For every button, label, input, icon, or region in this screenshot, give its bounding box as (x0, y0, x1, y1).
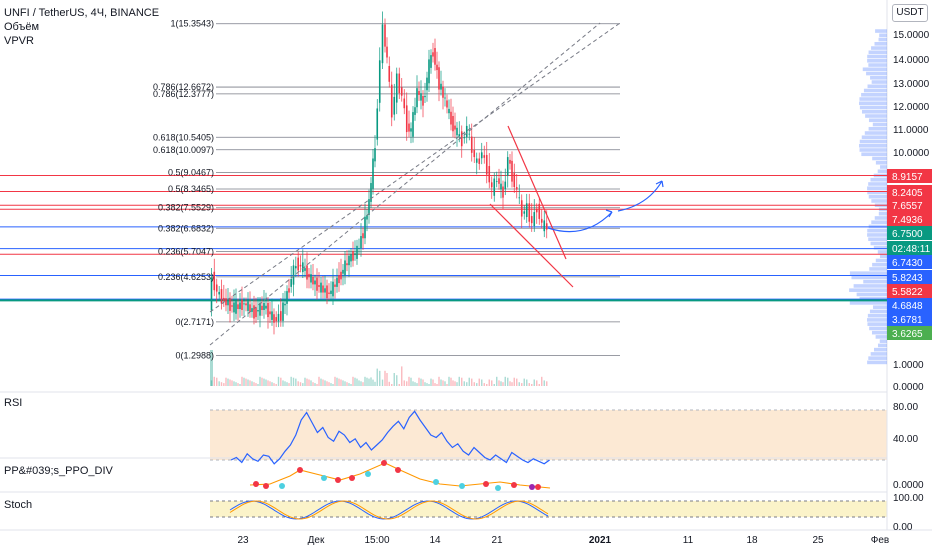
fibonacci-levels (216, 23, 620, 356)
price-badge: 5.5822 (887, 284, 932, 298)
fib-label: 0(1.2988) (175, 350, 214, 360)
price-badge: 7.6557 (887, 198, 932, 212)
svg-text:6.7500: 6.7500 (892, 229, 923, 240)
candlesticks (210, 11, 548, 335)
price-badge: 3.6781 (887, 312, 932, 326)
price-badges: 8.9157 8.2405 7.6557 7.4936 6.7500 02:48:11 6.… (887, 169, 932, 340)
pane-tick: 0.0000 (893, 480, 924, 491)
fib-label: 0.382(6.6832) (158, 223, 214, 233)
fib-label: 0.786(12.3777) (153, 89, 214, 99)
price-tick: 13.0000 (893, 79, 930, 90)
fib-label: 0.236(5.7047) (158, 246, 214, 256)
currency-button[interactable]: USDT (892, 4, 928, 22)
price-tick: 1.0000 (893, 360, 924, 371)
fib-label: 0.5(8.3465) (168, 184, 214, 194)
stoch-label[interactable]: Stoch (4, 499, 33, 511)
price-axis[interactable]: 15.0000 14.0000 13.0000 12.0000 11.0000 10.00… (893, 30, 930, 533)
fib-label: 0.618(10.5405) (153, 132, 214, 142)
svg-text:7.6557: 7.6557 (892, 201, 923, 212)
stoch-lines (229, 500, 549, 520)
price-badge: 4.6848 (887, 298, 932, 312)
ppo-label[interactable]: PP&#039;s_PPO_DIV (4, 465, 113, 477)
symbol-title[interactable]: UNFI / TetherUS, 4Ч, BINANCE (4, 7, 160, 19)
time-tick: 18 (746, 535, 758, 546)
time-axis[interactable]: 23 Дек 15:00 14 21 2021 11 18 25 Фев (237, 535, 889, 546)
time-tick: 2021 (589, 535, 612, 546)
fib-label: 0.382(7.5529) (158, 203, 214, 213)
time-tick: Дек (308, 535, 325, 546)
price-badge: 5.8243 (887, 270, 932, 284)
horizontal-lines (0, 174, 887, 302)
svg-text:8.2405: 8.2405 (892, 188, 923, 199)
price-tick: 12.0000 (893, 102, 930, 113)
svg-text:3.6781: 3.6781 (892, 315, 923, 326)
fib-label: 0.618(10.0097) (153, 145, 214, 155)
pane-tick: 0.00 (893, 522, 913, 533)
svg-text:5.5822: 5.5822 (892, 287, 923, 298)
price-badge: 8.9157 (887, 169, 932, 183)
time-tick: Фев (871, 535, 889, 546)
svg-text:8.9157: 8.9157 (892, 172, 923, 183)
pane-tick: 80.00 (893, 402, 918, 413)
vpvr-histogram (849, 29, 887, 365)
price-badge: 3.6265 (887, 326, 932, 340)
price-tick: 10.0000 (893, 148, 930, 159)
svg-text:6.7430: 6.7430 (892, 258, 923, 269)
price-tick: 14.0000 (893, 55, 930, 66)
fib-label: 0.5(9.0467) (168, 167, 214, 177)
volume-bars (210, 350, 548, 386)
time-tick: 23 (237, 535, 249, 546)
rsi-band (210, 410, 887, 460)
time-tick: 14 (429, 535, 441, 546)
pane-tick: 100.00 (893, 493, 924, 504)
svg-text:4.6848: 4.6848 (892, 301, 923, 312)
fib-label: 0.236(4.6253) (158, 272, 214, 282)
price-badge: 6.7500 (887, 226, 932, 240)
fib-label: 1(15.3543) (170, 19, 214, 29)
price-tick: 0.0000 (893, 382, 924, 393)
price-tick: 15.0000 (893, 30, 930, 41)
volume-indicator-label[interactable]: Объём (4, 21, 40, 33)
vpvr-indicator-label[interactable]: VPVR (4, 35, 34, 47)
drawings (209, 22, 664, 346)
svg-text:5.8243: 5.8243 (892, 273, 923, 284)
svg-text:02:48:11: 02:48:11 (892, 244, 931, 255)
fib-label: 0(2.7171) (175, 317, 214, 327)
fib-labels: 1(15.3543) 0.786(12.6672)0.786(12.3777) 0.… (153, 19, 214, 361)
pane-tick: 40.00 (893, 434, 918, 445)
time-tick: 21 (491, 535, 503, 546)
price-badge: 7.4936 (887, 212, 932, 226)
rsi-label[interactable]: RSI (4, 397, 23, 409)
time-tick: 11 (683, 535, 694, 546)
svg-text:7.4936: 7.4936 (892, 215, 923, 226)
svg-text:3.6265: 3.6265 (892, 329, 923, 340)
rsi-line (230, 410, 550, 465)
stoch-band (210, 501, 887, 517)
price-badge: 6.7430 (887, 255, 932, 269)
price-tick: 11.0000 (893, 125, 929, 136)
ppo-indicator (249, 460, 551, 491)
fib-label: 0.786(12.6672) (153, 82, 214, 92)
time-tick: 15:00 (364, 535, 389, 546)
price-badge: 02:48:11 (887, 241, 932, 255)
time-tick: 25 (812, 535, 824, 546)
price-badge: 8.2405 (887, 185, 932, 199)
